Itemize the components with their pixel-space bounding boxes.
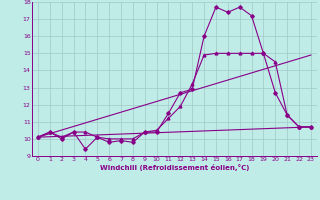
X-axis label: Windchill (Refroidissement éolien,°C): Windchill (Refroidissement éolien,°C) bbox=[100, 164, 249, 171]
